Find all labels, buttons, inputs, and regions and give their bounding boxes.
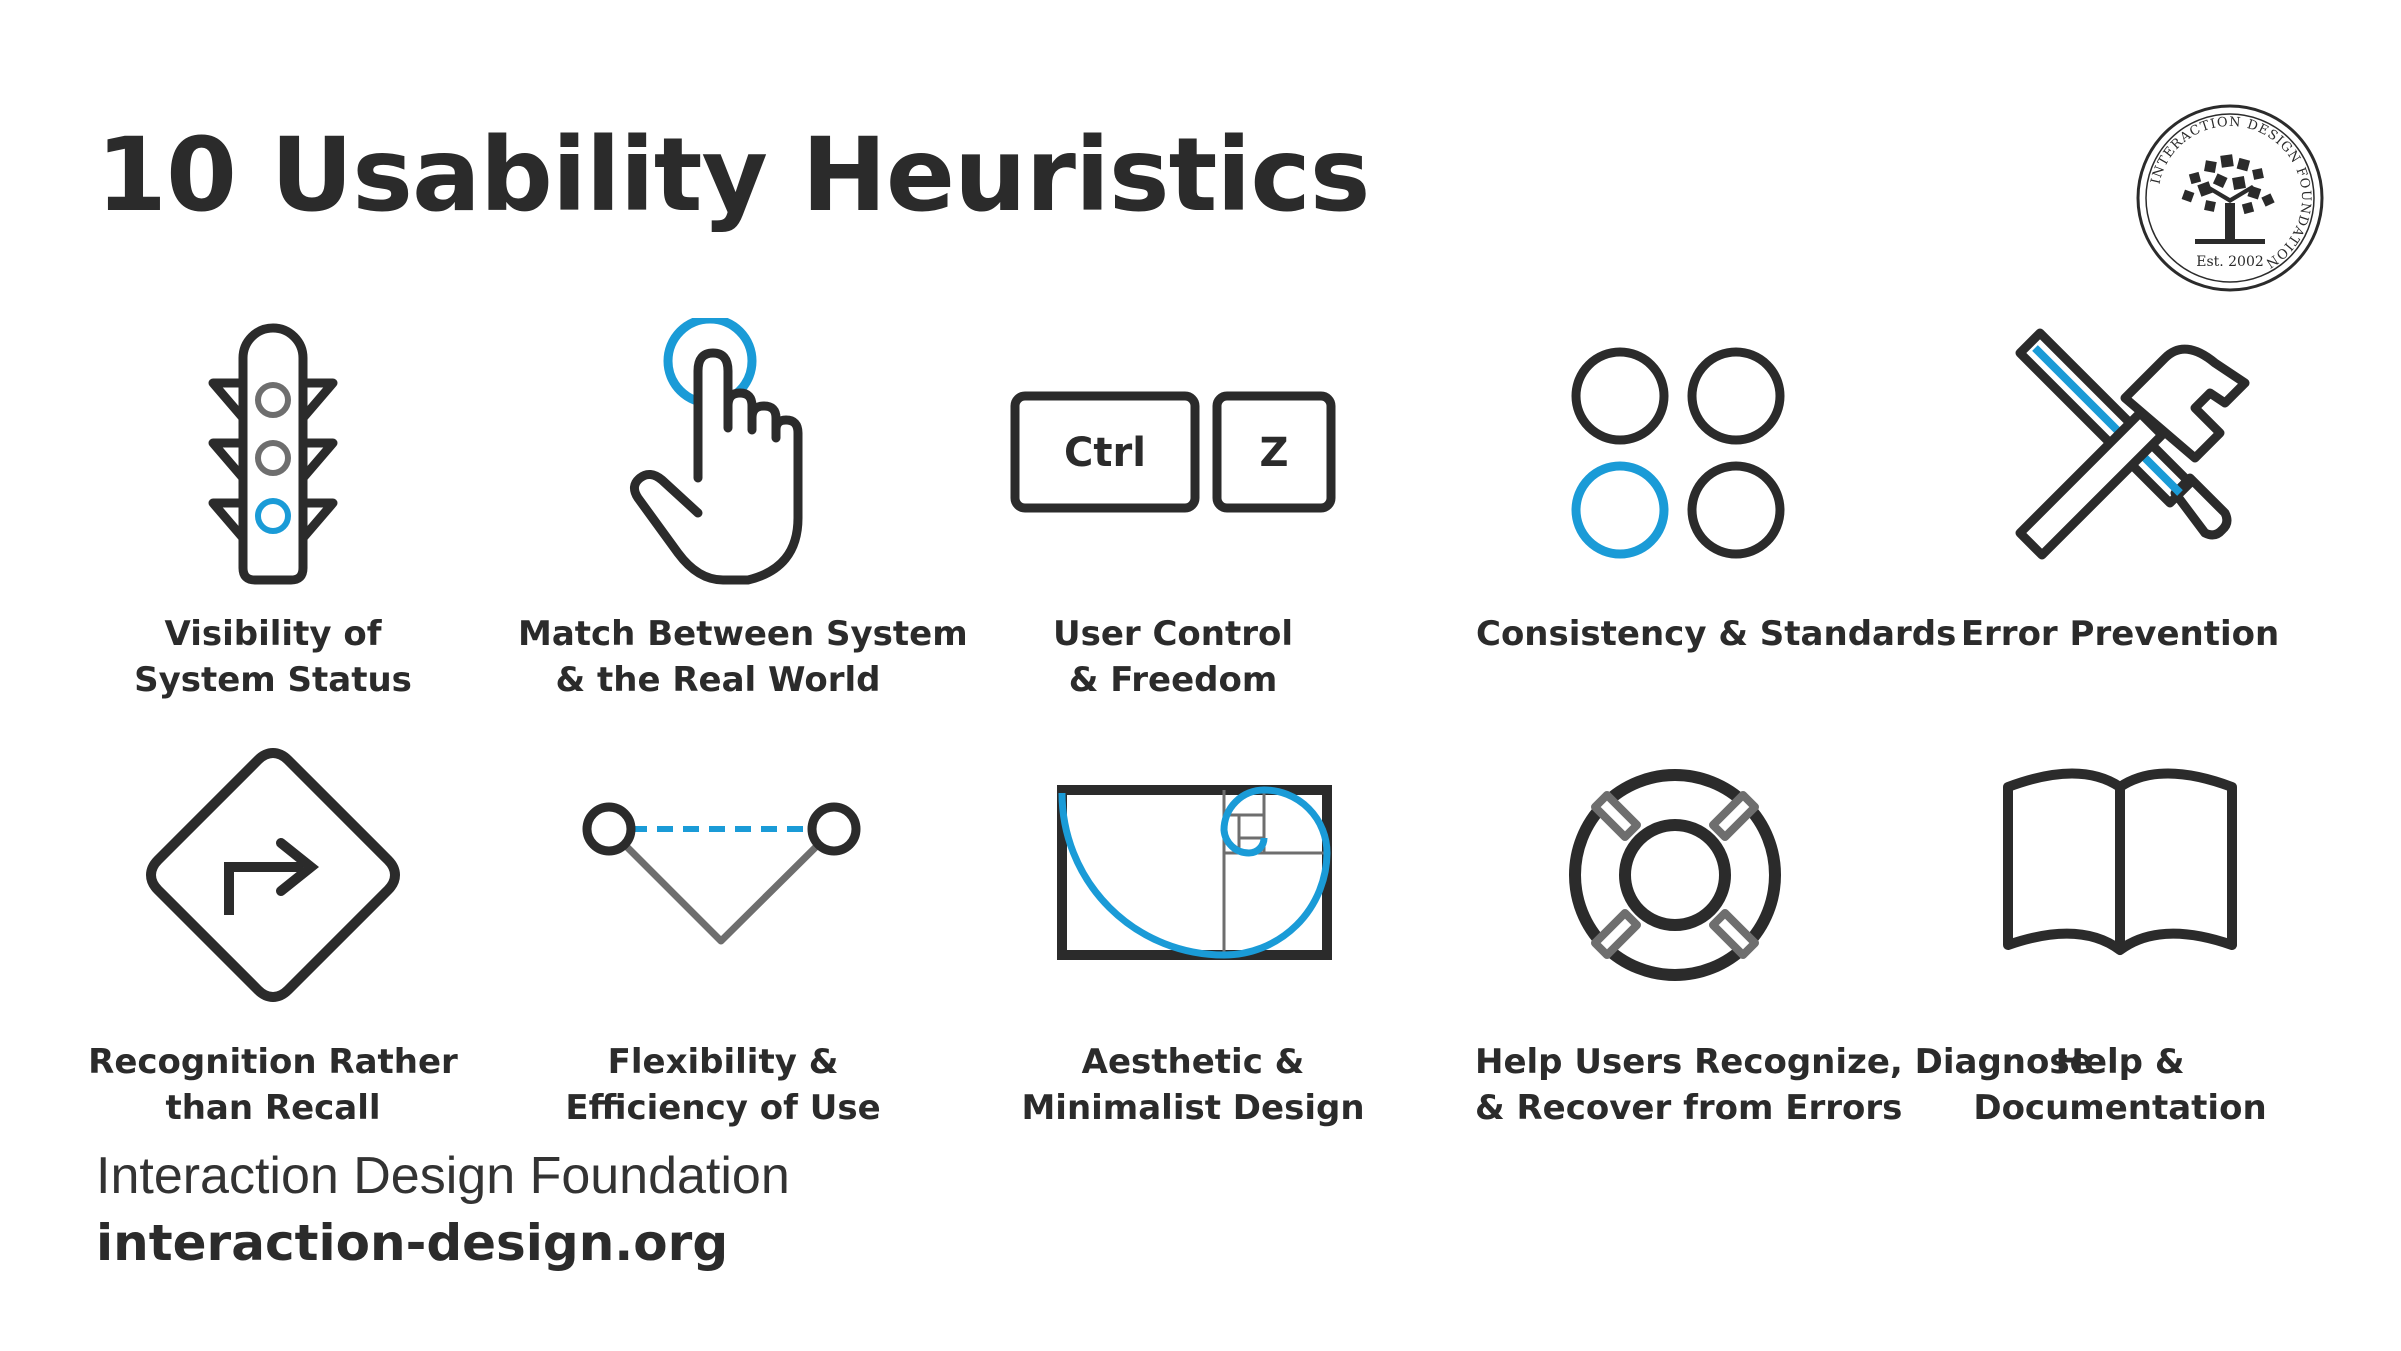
heuristic-visibility: Visibility of System Status bbox=[73, 318, 473, 703]
heuristic-3-line-1: User Control bbox=[1052, 614, 1294, 654]
heuristic-7-line-1: Flexibility & bbox=[607, 1042, 839, 1082]
heuristic-3-line-2: & Freedom bbox=[1068, 660, 1278, 700]
heuristic-6-line-1: Recognition Rather bbox=[88, 1042, 458, 1082]
lifebuoy-icon bbox=[1569, 769, 1781, 981]
heuristic-recognition: Recognition Rather than Recall bbox=[73, 745, 473, 1131]
heuristic-consistency: Consistency & Standards bbox=[1476, 318, 1957, 657]
page-title: 10 Usability Heuristics bbox=[96, 116, 1371, 235]
heuristic-user-control: Ctrl Z User Control & Freedom bbox=[973, 318, 1373, 703]
heuristic-9-line-2: & Recover from Errors bbox=[1475, 1088, 1903, 1128]
open-book-icon bbox=[2003, 768, 2237, 955]
heuristic-8-line-1: Aesthetic & bbox=[1081, 1042, 1305, 1082]
heuristic-8-line-2: Minimalist Design bbox=[1021, 1088, 1365, 1128]
ctrl-key-label: Ctrl bbox=[1064, 430, 1146, 476]
heuristic-match: Match Between System & the Real World bbox=[518, 318, 968, 703]
footer-website-link[interactable]: interaction-design.org bbox=[96, 1214, 729, 1272]
tools-icon bbox=[2015, 328, 2250, 560]
heuristic-error-prevention: Error Prevention bbox=[1920, 318, 2320, 657]
logo-est-text: Est. 2002 bbox=[2196, 254, 2264, 270]
golden-spiral-icon bbox=[1057, 785, 1332, 960]
road-sign-icon bbox=[146, 748, 400, 1002]
heuristic-10-line-2: Documentation bbox=[1973, 1088, 2267, 1128]
ctrl-z-keys-icon: Ctrl Z bbox=[1010, 391, 1336, 513]
heuristic-5-line-1: Error Prevention bbox=[1960, 614, 2280, 654]
heuristic-aesthetic: Aesthetic & Minimalist Design bbox=[993, 745, 1393, 1131]
traffic-light-icon bbox=[208, 323, 338, 585]
heuristic-1-line-1: Visibility of bbox=[164, 614, 382, 654]
heuristic-2-line-1: Match Between System bbox=[518, 614, 968, 654]
shortcut-path-icon bbox=[582, 802, 861, 945]
four-circles-icon bbox=[1571, 347, 1785, 559]
heuristic-7-line-2: Efficiency of Use bbox=[565, 1088, 881, 1128]
heuristic-2-line-2: & the Real World bbox=[555, 660, 881, 700]
z-key-label: Z bbox=[1259, 430, 1288, 476]
heuristic-9-line-1: Help Users Recognize, Diagnose bbox=[1475, 1042, 2093, 1082]
footer-organization-name: Interaction Design Foundation bbox=[96, 1147, 790, 1205]
heuristic-help-errors: Help Users Recognize, Diagnose & Recover… bbox=[1475, 745, 2093, 1131]
heuristic-1-line-2: System Status bbox=[134, 660, 412, 700]
pointing-hand-icon bbox=[630, 318, 803, 585]
heuristic-6-line-2: than Recall bbox=[165, 1088, 381, 1128]
heuristic-help-documentation: Help & Documentation bbox=[1920, 745, 2320, 1131]
heuristic-flexibility: Flexibility & Efficiency of Use bbox=[523, 745, 923, 1131]
heuristic-10-line-1: Help & bbox=[2055, 1042, 2185, 1082]
idf-logo: INTERACTION DESIGN FOUNDATION Est. 2002 bbox=[2135, 103, 2325, 293]
heuristic-4-line-1: Consistency & Standards bbox=[1476, 614, 1957, 654]
